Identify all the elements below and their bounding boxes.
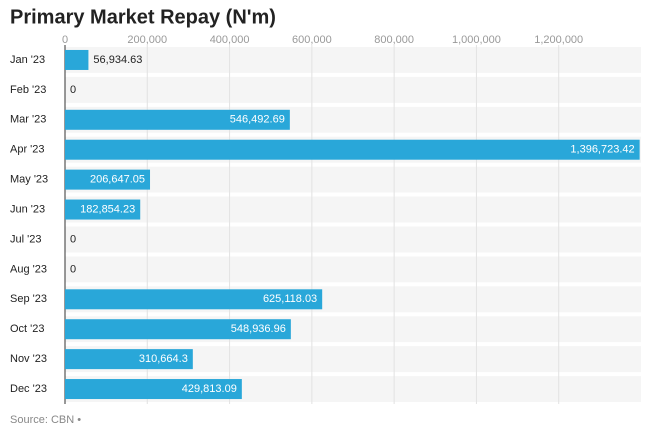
y-tick-label: Jul '23 (10, 233, 41, 245)
data-label: 1,396,723.42 (570, 144, 634, 156)
data-label: 0 (70, 263, 76, 275)
row-background (65, 226, 641, 253)
source: Source: CBN • (10, 414, 81, 426)
y-tick-label: Apr '23 (10, 144, 45, 156)
bar (65, 109, 290, 130)
data-label: 0 (70, 84, 76, 96)
data-label: 0 (70, 233, 76, 245)
y-tick-label: Jun '23 (10, 203, 45, 215)
row-background (65, 256, 641, 283)
bar (65, 289, 323, 310)
y-tick-label: Aug '23 (10, 263, 47, 275)
y-tick-label: Dec '23 (10, 383, 47, 395)
x-tick-label: 200,000 (127, 34, 167, 46)
data-label: 182,854.23 (80, 203, 135, 215)
data-label: 546,492.69 (230, 114, 285, 126)
x-tick-label: 1,000,000 (452, 34, 501, 46)
y-tick-label: May '23 (10, 174, 48, 186)
bar (65, 199, 141, 220)
y-tick-label: Mar '23 (10, 114, 46, 126)
row-background (65, 166, 641, 193)
data-label: 429,813.09 (182, 383, 237, 395)
row-background (65, 47, 641, 73)
row-background (65, 196, 641, 223)
chart-title: Primary Market Repay (N'm) (10, 6, 276, 28)
x-tick-label: 600,000 (292, 34, 332, 46)
x-tick-label: 800,000 (374, 34, 414, 46)
bar (65, 139, 640, 160)
y-tick-label: Nov '23 (10, 353, 47, 365)
y-tick-label: Oct '23 (10, 323, 45, 335)
bar (65, 169, 151, 190)
data-label: 206,647.05 (90, 174, 145, 186)
y-tick-label: Jan '23 (10, 54, 45, 66)
bar (65, 349, 193, 370)
x-tick-label: 400,000 (210, 34, 250, 46)
y-tick-label: Sep '23 (10, 293, 47, 305)
x-tick-label: 0 (62, 34, 68, 46)
bar (65, 49, 89, 70)
y-tick-label: Feb '23 (10, 84, 46, 96)
bar (65, 319, 291, 340)
data-label: 548,936.96 (231, 323, 286, 335)
data-label: 625,118.03 (263, 293, 317, 305)
data-label: 310,664.3 (139, 353, 188, 365)
data-label: 56,934.63 (93, 54, 142, 66)
x-tick-label: 1,200,000 (534, 34, 583, 46)
bar (65, 379, 242, 400)
row-background (65, 76, 641, 103)
